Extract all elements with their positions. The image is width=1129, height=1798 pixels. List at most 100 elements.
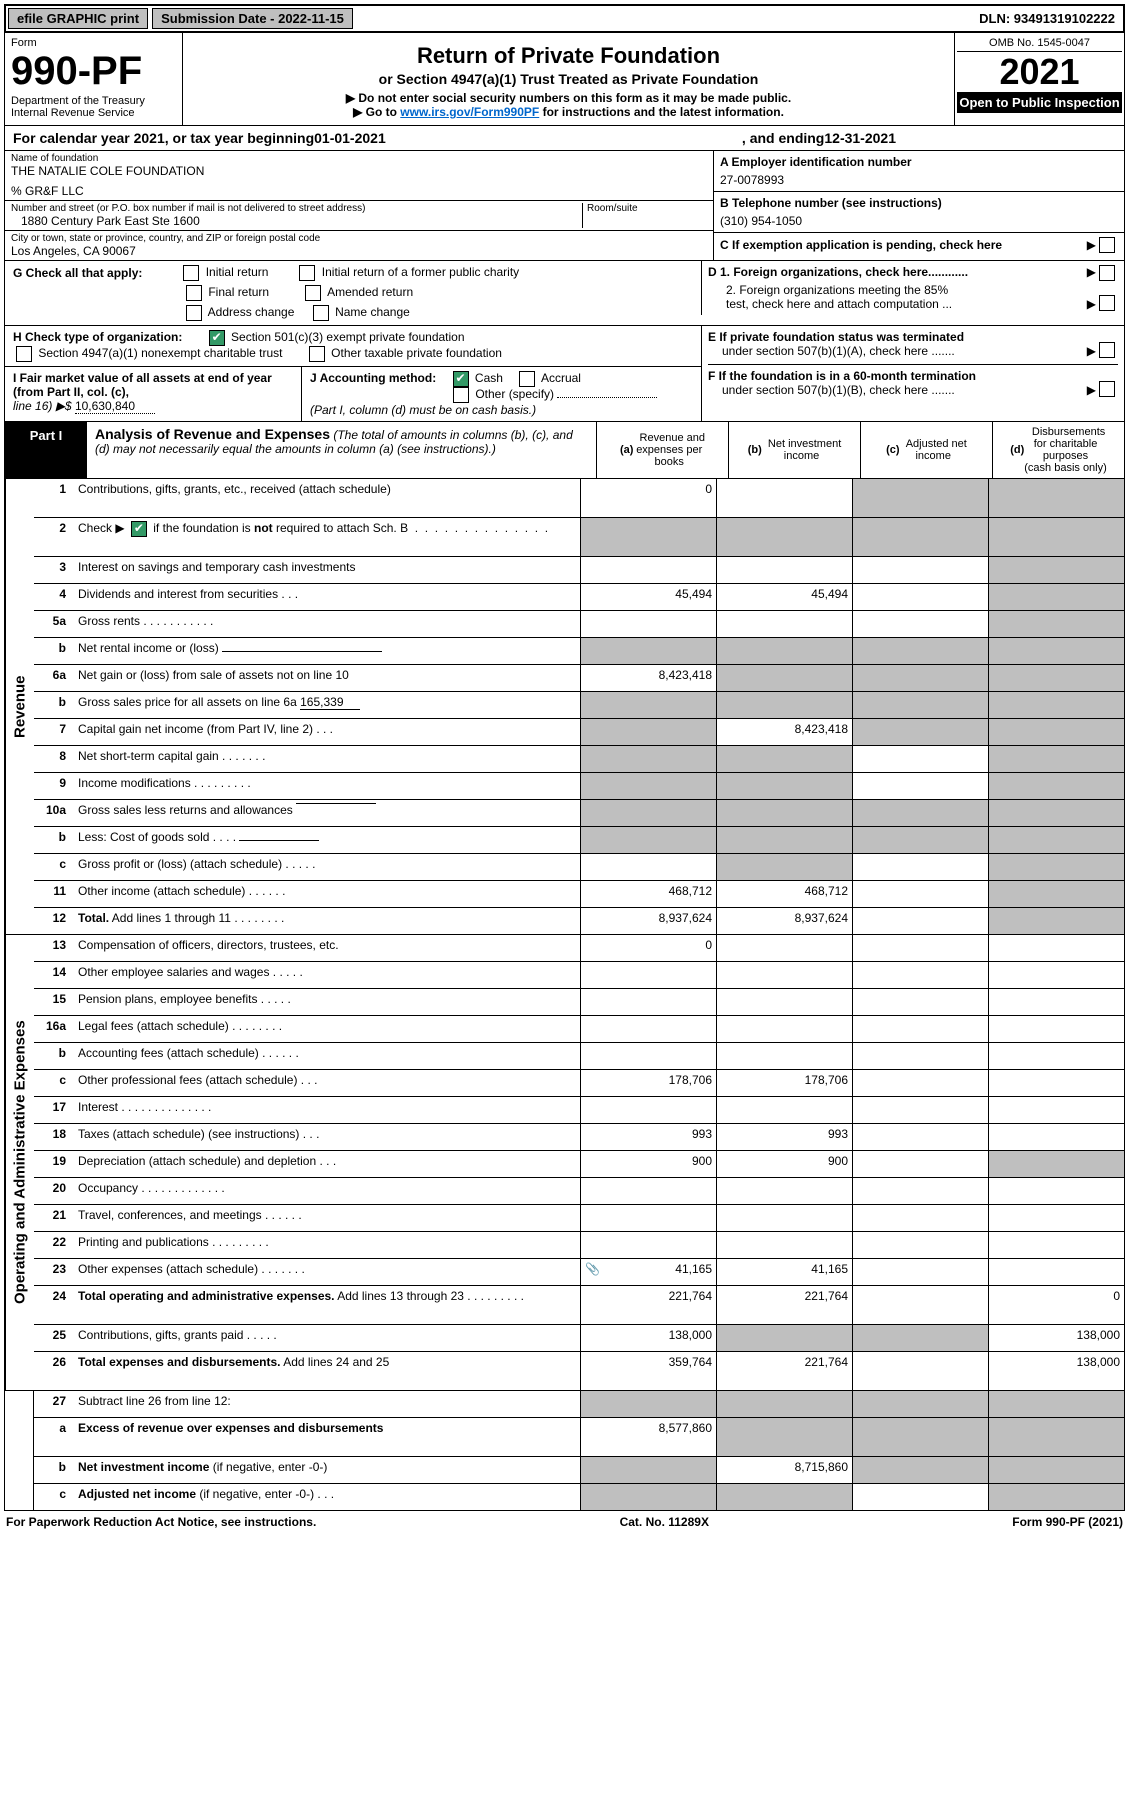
- g-final: Final return: [208, 285, 269, 299]
- form-subtitle: or Section 4947(a)(1) Trust Treated as P…: [193, 71, 944, 87]
- value-cell-d: [988, 1097, 1124, 1123]
- value-cell-b: 41,165: [716, 1259, 852, 1285]
- line-description: Net rental income or (loss): [70, 638, 580, 664]
- e-chk[interactable]: [1099, 342, 1115, 358]
- line-number: 19: [34, 1151, 70, 1177]
- j-accrual-chk[interactable]: [519, 371, 535, 387]
- h-501c3-chk[interactable]: ✔: [209, 330, 225, 346]
- value-cell-a: [580, 773, 716, 799]
- table-row: 24Total operating and administrative exp…: [34, 1286, 1124, 1325]
- col-b-head: (b) Net investmentincome: [728, 422, 860, 478]
- value-cell-c: [852, 1070, 988, 1096]
- value-cell-b: 221,764: [716, 1286, 852, 1324]
- table-row: bLess: Cost of goods sold . . . .: [34, 827, 1124, 854]
- value-cell-a: [580, 1016, 716, 1042]
- value-cell-b: [716, 1418, 852, 1456]
- j-block: J Accounting method: ✔ Cash Accrual Othe…: [302, 367, 701, 421]
- line-description: Other income (attach schedule) . . . . .…: [70, 881, 580, 907]
- revenue-table: Revenue 1Contributions, gifts, grants, e…: [4, 479, 1125, 935]
- table-row: 10aGross sales less returns and allowanc…: [34, 800, 1124, 827]
- j-other: Other (specify): [475, 387, 554, 401]
- value-cell-a: [580, 800, 716, 826]
- line-number: 4: [34, 584, 70, 610]
- g-name: Name change: [335, 305, 410, 319]
- value-cell-c: [852, 1097, 988, 1123]
- line2-checkbox[interactable]: ✔: [131, 521, 147, 537]
- g-final-chk[interactable]: [186, 285, 202, 301]
- g-amended-chk[interactable]: [305, 285, 321, 301]
- submission-btn[interactable]: Submission Date - 2022-11-15: [152, 8, 353, 29]
- line-description: Less: Cost of goods sold . . . .: [70, 827, 580, 853]
- table-row: 19Depreciation (attach schedule) and dep…: [34, 1151, 1124, 1178]
- value-cell-d: [988, 719, 1124, 745]
- table-row: 8Net short-term capital gain . . . . . .…: [34, 746, 1124, 773]
- g-name-chk[interactable]: [313, 305, 329, 321]
- g-addr-chk[interactable]: [186, 305, 202, 321]
- value-cell-d: [988, 1178, 1124, 1204]
- value-cell-b: [716, 854, 852, 880]
- table-row: 3Interest on savings and temporary cash …: [34, 557, 1124, 584]
- line-number: 11: [34, 881, 70, 907]
- value-cell-d: [988, 1070, 1124, 1096]
- value-cell-c: [852, 746, 988, 772]
- line-description: Subtract line 26 from line 12:: [70, 1391, 580, 1417]
- value-cell-d: [988, 1205, 1124, 1231]
- j-other-chk[interactable]: [453, 387, 469, 403]
- c-checkbox[interactable]: [1099, 237, 1115, 253]
- form-link[interactable]: www.irs.gov/Form990PF: [400, 105, 539, 119]
- value-cell-a: 221,764: [580, 1286, 716, 1324]
- h-opt3: Other taxable private foundation: [331, 346, 502, 360]
- h-label: H Check type of organization:: [13, 330, 182, 344]
- g-initial-former: Initial return of a former public charit…: [322, 265, 519, 279]
- table-row: 15Pension plans, employee benefits . . .…: [34, 989, 1124, 1016]
- value-cell-b: [716, 1232, 852, 1258]
- table-row: cAdjusted net income (if negative, enter…: [34, 1484, 1124, 1510]
- addr-value: 1880 Century Park East Ste 1600: [11, 214, 582, 228]
- c-label: C If exemption application is pending, c…: [720, 238, 1087, 252]
- value-cell-c: [852, 1391, 988, 1417]
- form-label: Form: [11, 37, 176, 49]
- value-cell-c: [852, 1043, 988, 1069]
- value-cell-a: [580, 827, 716, 853]
- table-row: 14Other employee salaries and wages . . …: [34, 962, 1124, 989]
- table-row: 26Total expenses and disbursements. Add …: [34, 1352, 1124, 1390]
- g-initial-former-chk[interactable]: [299, 265, 315, 281]
- value-cell-b: 178,706: [716, 1070, 852, 1096]
- value-cell-d: [988, 1418, 1124, 1456]
- d-block: D 1. Foreign organizations, check here..…: [701, 261, 1124, 315]
- value-cell-c: [852, 854, 988, 880]
- value-cell-c: [852, 1124, 988, 1150]
- value-cell-c: [852, 638, 988, 664]
- line-description: Excess of revenue over expenses and disb…: [70, 1418, 580, 1456]
- line-description: Depreciation (attach schedule) and deple…: [70, 1151, 580, 1177]
- value-cell-b: [716, 692, 852, 718]
- j-cash-chk[interactable]: ✔: [453, 371, 469, 387]
- line-number: 3: [34, 557, 70, 583]
- omb-no: OMB No. 1545-0047: [957, 35, 1122, 52]
- form-title: Return of Private Foundation: [193, 43, 944, 69]
- value-cell-d: [988, 1043, 1124, 1069]
- table-row: bGross sales price for all assets on lin…: [34, 692, 1124, 719]
- d1-chk[interactable]: [1099, 265, 1115, 281]
- g-label: G Check all that apply:: [13, 266, 142, 280]
- h-4947-chk[interactable]: [16, 346, 32, 362]
- f-chk[interactable]: [1099, 381, 1115, 397]
- h-other-chk[interactable]: [309, 346, 325, 362]
- g-initial-chk[interactable]: [183, 265, 199, 281]
- d2-chk[interactable]: [1099, 295, 1115, 311]
- value-cell-c: [852, 827, 988, 853]
- header-center: Return of Private Foundation or Section …: [183, 33, 954, 125]
- value-cell-a: [580, 1232, 716, 1258]
- table-row: 18Taxes (attach schedule) (see instructi…: [34, 1124, 1124, 1151]
- expenses-table: Operating and Administrative Expenses 13…: [4, 935, 1125, 1391]
- table-row: 12Total. Add lines 1 through 11 . . . . …: [34, 908, 1124, 934]
- efile-btn[interactable]: efile GRAPHIC print: [8, 8, 148, 29]
- value-cell-a: [580, 1457, 716, 1483]
- attachment-icon[interactable]: 📎: [585, 1262, 600, 1276]
- line-number: 20: [34, 1178, 70, 1204]
- line-description: Taxes (attach schedule) (see instruction…: [70, 1124, 580, 1150]
- value-cell-d: [988, 989, 1124, 1015]
- table-row: 11Other income (attach schedule) . . . .…: [34, 881, 1124, 908]
- value-cell-d: [988, 854, 1124, 880]
- line-number: 23: [34, 1259, 70, 1285]
